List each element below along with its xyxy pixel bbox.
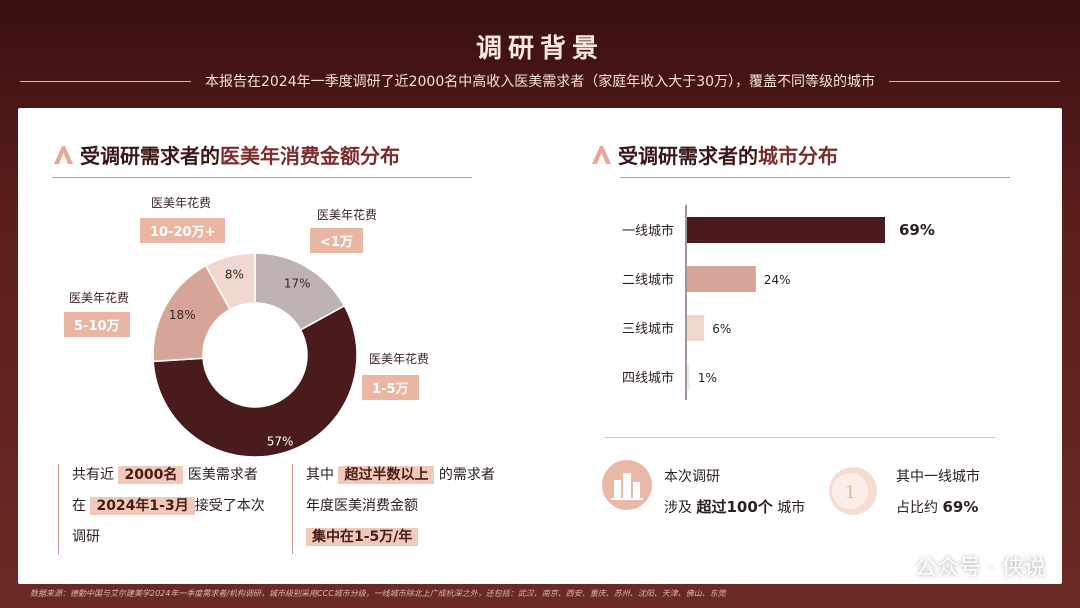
desc-text: 共有近: [72, 467, 114, 483]
desc-text: 医美需求者: [187, 467, 258, 483]
bar-category-label-2: 三线城市: [622, 321, 674, 337]
wechat-icon: [880, 556, 907, 576]
slice-caption-10-20: 医美年花费: [150, 196, 211, 210]
brand-a-icon: [592, 145, 611, 164]
left-description: 共有近 2000名 医美需求者 在 2024年1-3月 接受了本次 调研: [72, 460, 287, 553]
left-title-accent: 医美年消费金额分布: [220, 144, 400, 168]
desc-text: 年度医美消费金额: [306, 498, 418, 514]
stat-cities-line1: 本次调研: [664, 469, 720, 485]
subtitle-line-right: [889, 80, 1061, 82]
right-title-underline: [620, 177, 1010, 178]
bar-value-label-0: 69%: [899, 221, 935, 239]
stat-tier1-bold: 69%: [942, 498, 979, 516]
number-one-circle-icon: 1: [829, 467, 877, 515]
slice-caption-lt1: 医美年花费: [316, 208, 377, 222]
desc-highlight-majority: 超过半数以上: [338, 466, 435, 484]
right-section-title: 受调研需求者的 城市分布: [590, 140, 838, 169]
slice-tag-lt1: <1万: [310, 228, 363, 253]
stat-tier1-line1: 其中一线城市: [896, 469, 980, 485]
desc-divider-left: [58, 464, 59, 554]
right-description: 其中 超过半数以上 的需求者 年度医美消费金额 集中在1-5万/年: [306, 460, 546, 553]
stat-tier1: 其中一线城市 占比约 69%: [896, 462, 980, 523]
bar-value-label-3: 1%: [698, 371, 717, 385]
donut-slice-label-1: 57%: [267, 434, 294, 448]
desc-text: 的需求者: [438, 467, 495, 483]
donut-slice-label-3: 8%: [225, 268, 244, 282]
stat-cities-post: 城市: [777, 500, 806, 516]
brand-a-icon: [54, 145, 73, 164]
bar-category-label-3: 四线城市: [622, 370, 674, 386]
bar-value-label-1: 24%: [764, 273, 791, 287]
left-title-underline: [52, 177, 472, 178]
circle-number: 1: [845, 481, 855, 503]
bar-2: [687, 315, 705, 341]
donut-slice-1: [152, 304, 358, 458]
watermark: 公众号 · 侠说: [879, 550, 1046, 582]
right-title-plain: 受调研需求者的: [618, 144, 758, 168]
desc-text: 其中: [306, 467, 334, 483]
footnote: 数据来源：德勤中国与艾尔建美学2024年一季度需求者/机构调研，城市级别采用CC…: [30, 589, 726, 598]
desc-text: 在: [72, 498, 86, 514]
stat-tier1-pre: 占比约: [896, 500, 938, 516]
left-section-title: 受调研需求者的 医美年消费金额分布: [52, 140, 400, 169]
bar-0: [687, 217, 885, 243]
donut-slice-label-0: 17%: [284, 277, 311, 291]
right-divider: [604, 437, 996, 438]
bar-category-label-0: 一线城市: [622, 223, 674, 239]
watermark-text: 公众号 · 侠说: [915, 556, 1046, 581]
bar-3: [687, 364, 690, 390]
desc-highlight-date: 2024年1-3月: [90, 497, 195, 515]
spend-donut-chart: 17% 57% 18% 8%: [152, 252, 358, 458]
donut-slice-label-2: 18%: [169, 308, 196, 322]
page-title: 调研背景: [475, 34, 604, 64]
bar-1: [687, 266, 756, 292]
subtitle-line-left: [20, 80, 191, 82]
stat-cities-pre: 涉及: [664, 500, 692, 516]
right-title-accent: 城市分布: [758, 144, 838, 168]
bar-value-label-2: 6%: [712, 322, 731, 336]
city-bar-chart: 一线城市 69% 二线城市 24% 三线城市 6% 四线城市 1%: [622, 205, 935, 400]
slice-tag-5-10: 5-10万: [64, 312, 130, 337]
left-title-plain: 受调研需求者的: [80, 144, 220, 168]
desc-divider-mid: [292, 464, 293, 554]
desc-text: 调研: [72, 529, 100, 545]
slice-tag-10-20: 10-20万+: [140, 218, 226, 243]
slice-tag-1-5: 1-5万: [362, 375, 419, 400]
stat-cities-bold: 超过100个: [696, 498, 773, 516]
stat-cities: 本次调研 涉及 超过100个 城市: [664, 462, 805, 523]
desc-text: 接受了本次: [194, 498, 265, 514]
city-buildings-icon: [602, 460, 652, 510]
subtitle-row: 本报告在2024年一季度调研了近2000名中高收入医美需求者（家庭年收入大于30…: [20, 70, 1061, 92]
desc-highlight-range: 集中在1-5万/年: [306, 528, 419, 546]
desc-highlight-count: 2000名: [118, 466, 184, 484]
page-subtitle: 本报告在2024年一季度调研了近2000名中高收入医美需求者（家庭年收入大于30…: [204, 74, 876, 90]
slice-caption-5-10: 医美年花费: [68, 291, 129, 305]
bar-category-label-1: 二线城市: [622, 272, 674, 288]
slice-caption-1-5: 医美年花费: [368, 352, 429, 366]
donut-slice-3: [204, 252, 256, 311]
